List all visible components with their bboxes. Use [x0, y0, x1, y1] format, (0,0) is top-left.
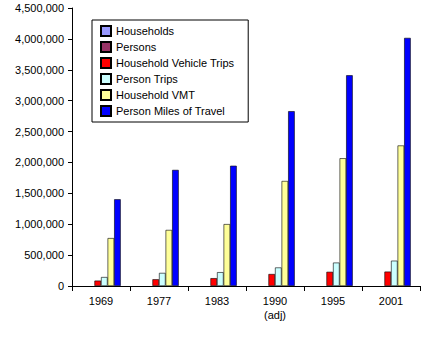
svg-text:Households: Households [116, 25, 175, 37]
svg-text:1,500,000: 1,500,000 [15, 187, 64, 199]
svg-text:Persons: Persons [116, 41, 157, 53]
svg-text:3,500,000: 3,500,000 [15, 64, 64, 76]
svg-text:Person Trips: Person Trips [116, 73, 178, 85]
svg-text:1,000,000: 1,000,000 [15, 218, 64, 230]
svg-text:1969: 1969 [89, 295, 113, 307]
svg-text:Person Miles of Travel: Person Miles of Travel [116, 105, 225, 117]
svg-text:Household Vehicle Trips: Household Vehicle Trips [116, 57, 235, 69]
svg-text:1983: 1983 [205, 295, 229, 307]
svg-text:1995: 1995 [321, 295, 345, 307]
svg-text:2,000,000: 2,000,000 [15, 156, 64, 168]
svg-text:Household VMT: Household VMT [116, 89, 195, 101]
svg-text:2,500,000: 2,500,000 [15, 126, 64, 138]
svg-text:2001: 2001 [379, 295, 403, 307]
svg-text:500,000: 500,000 [24, 249, 64, 261]
svg-text:1977: 1977 [147, 295, 171, 307]
svg-text:4,500,000: 4,500,000 [15, 2, 64, 14]
svg-text:4,000,000: 4,000,000 [15, 33, 64, 45]
svg-text:3,000,000: 3,000,000 [15, 95, 64, 107]
svg-text:0: 0 [58, 280, 64, 292]
svg-text:(adj): (adj) [264, 309, 286, 321]
svg-text:1990: 1990 [263, 295, 287, 307]
